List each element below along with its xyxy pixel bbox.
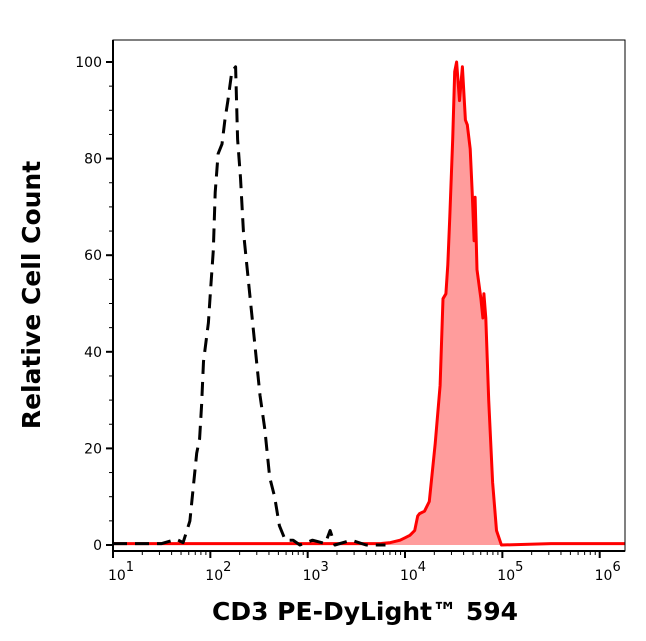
control-histogram-line (113, 65, 386, 547)
y-tick-label: 0 (93, 538, 102, 554)
x-tick-base: 10 (595, 568, 613, 584)
x-tick-base: 10 (108, 568, 126, 584)
x-tick-exponent: 4 (418, 560, 426, 575)
x-tick-base: 10 (303, 568, 321, 584)
x-tick-exponent: 5 (515, 560, 523, 575)
x-tick-base: 10 (205, 568, 223, 584)
x-tick-label: 101 (108, 560, 134, 584)
x-tick-exponent: 1 (126, 560, 134, 575)
y-tick-label: 80 (84, 152, 102, 168)
y-tick-label: 40 (84, 345, 102, 361)
y-tick-label: 60 (84, 248, 102, 264)
x-tick-exponent: 2 (223, 560, 231, 575)
x-tick-exponent: 6 (612, 560, 620, 575)
y-tick-label: 100 (75, 55, 102, 71)
x-tick-label: 106 (595, 560, 621, 584)
x-tick-base: 10 (400, 568, 418, 584)
x-tick-label: 103 (303, 560, 329, 584)
x-tick-label: 105 (497, 560, 523, 584)
x-tick-exponent: 3 (320, 560, 328, 575)
x-tick-base: 10 (497, 568, 515, 584)
stained-histogram-line (113, 60, 625, 547)
x-axis-title: CD3 PE-DyLight™ 594 (212, 597, 518, 626)
x-tick-label: 102 (205, 560, 231, 584)
y-axis-title: Relative Cell Count (17, 161, 46, 429)
series-fill-area (113, 62, 625, 545)
y-tick-label: 20 (84, 441, 102, 457)
series-layer (113, 60, 625, 547)
plot-frame (112, 39, 626, 552)
x-tick-label: 104 (400, 560, 426, 584)
